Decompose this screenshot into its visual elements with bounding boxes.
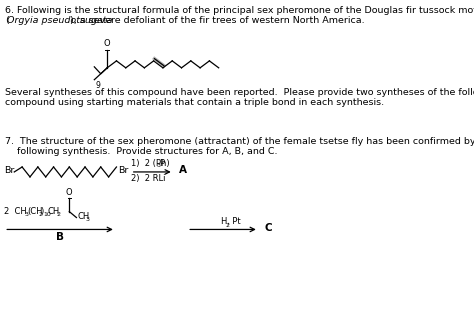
Text: 2  CH: 2 CH xyxy=(4,207,27,216)
Text: 3: 3 xyxy=(156,163,161,168)
Text: 9: 9 xyxy=(96,81,100,90)
Text: 3: 3 xyxy=(86,217,90,222)
Text: ): ) xyxy=(41,207,44,216)
Text: 2: 2 xyxy=(225,223,229,228)
Text: C: C xyxy=(264,223,272,233)
Text: Orgyia pseudotsugata: Orgyia pseudotsugata xyxy=(7,16,113,25)
Text: 2: 2 xyxy=(56,212,60,217)
Text: 7.  The structure of the sex pheromone (attractant) of the female tsetse fly has: 7. The structure of the sex pheromone (a… xyxy=(5,137,474,146)
Text: CH: CH xyxy=(77,212,90,221)
Text: Br: Br xyxy=(118,166,128,176)
Text: B: B xyxy=(56,232,64,243)
Text: Several syntheses of this compound have been reported.  Please provide two synth: Several syntheses of this compound have … xyxy=(5,88,474,97)
Text: (: ( xyxy=(5,16,9,25)
Text: 2: 2 xyxy=(38,212,43,217)
Text: Br: Br xyxy=(4,166,15,176)
Text: ), a severe defoliant of the fir trees of western North America.: ), a severe defoliant of the fir trees o… xyxy=(70,16,365,25)
Text: O: O xyxy=(104,39,110,48)
Text: following synthesis.  Provide structures for A, B, and C.: following synthesis. Provide structures … xyxy=(5,147,277,156)
Text: O: O xyxy=(66,188,73,197)
Text: 6. Following is the structural formula of the principal sex pheromone of the Dou: 6. Following is the structural formula o… xyxy=(5,6,474,16)
Text: CH: CH xyxy=(48,207,60,216)
Text: 2)  2 RLi: 2) 2 RLi xyxy=(131,174,165,183)
Text: 10: 10 xyxy=(44,212,51,217)
Text: P: P xyxy=(159,159,164,168)
Text: (CH: (CH xyxy=(27,207,43,216)
Text: 1)  2 (Ph): 1) 2 (Ph) xyxy=(131,159,169,168)
Text: A: A xyxy=(179,165,187,175)
Text: compound using starting materials that contain a triple bond in each synthesis.: compound using starting materials that c… xyxy=(5,98,384,107)
Text: H: H xyxy=(220,217,227,226)
Text: , Pt: , Pt xyxy=(227,217,241,226)
Text: 3: 3 xyxy=(25,212,29,217)
